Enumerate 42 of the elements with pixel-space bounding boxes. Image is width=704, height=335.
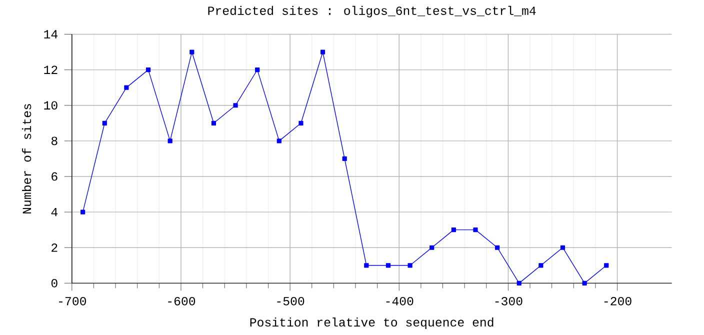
- point: [516, 280, 522, 286]
- point: [80, 210, 86, 214]
- y-tick-label: 6: [52, 172, 58, 181]
- point: [233, 103, 238, 108]
- point: [255, 68, 260, 72]
- chart-title: Predicted sites : oligos_6nt_test_vs_ctrl_m4: [208, 6, 536, 18]
- point: [386, 263, 391, 268]
- point: [190, 50, 194, 54]
- x-axis-title: Position relative to sequence end: [250, 318, 494, 330]
- x-tick-label: -300: [495, 297, 522, 306]
- point: [342, 156, 347, 162]
- point: [168, 138, 172, 144]
- point: [451, 228, 456, 232]
- point: [582, 280, 587, 286]
- point: [604, 263, 609, 268]
- y-tick-label: 14: [44, 30, 58, 38]
- point: [538, 263, 544, 268]
- y-tick-label: 10: [44, 101, 58, 110]
- point: [408, 263, 412, 268]
- point: [146, 68, 151, 72]
- point: [102, 120, 107, 126]
- y-tick-label: 0: [51, 279, 58, 288]
- point: [320, 50, 326, 54]
- point: [211, 120, 216, 126]
- y-tick-label: 2: [52, 244, 58, 252]
- y-axis-title: Number of sites: [22, 104, 32, 214]
- x-tick-label: -400: [386, 297, 414, 306]
- x-tick-label: -200: [604, 297, 632, 306]
- y-tick-label: 4: [51, 208, 58, 216]
- x-tick-label: -600: [168, 297, 196, 306]
- point: [124, 85, 129, 90]
- point: [560, 245, 566, 250]
- x-tick-label: -500: [277, 297, 304, 306]
- point: [364, 263, 369, 268]
- y-tick-label: 12: [44, 66, 58, 74]
- point: [430, 245, 434, 250]
- x-tick-label: -700: [59, 297, 86, 306]
- point: [495, 245, 500, 250]
- y-tick-label: 8: [52, 136, 58, 146]
- point: [473, 228, 478, 232]
- point: [276, 138, 282, 144]
- point: [298, 120, 304, 126]
